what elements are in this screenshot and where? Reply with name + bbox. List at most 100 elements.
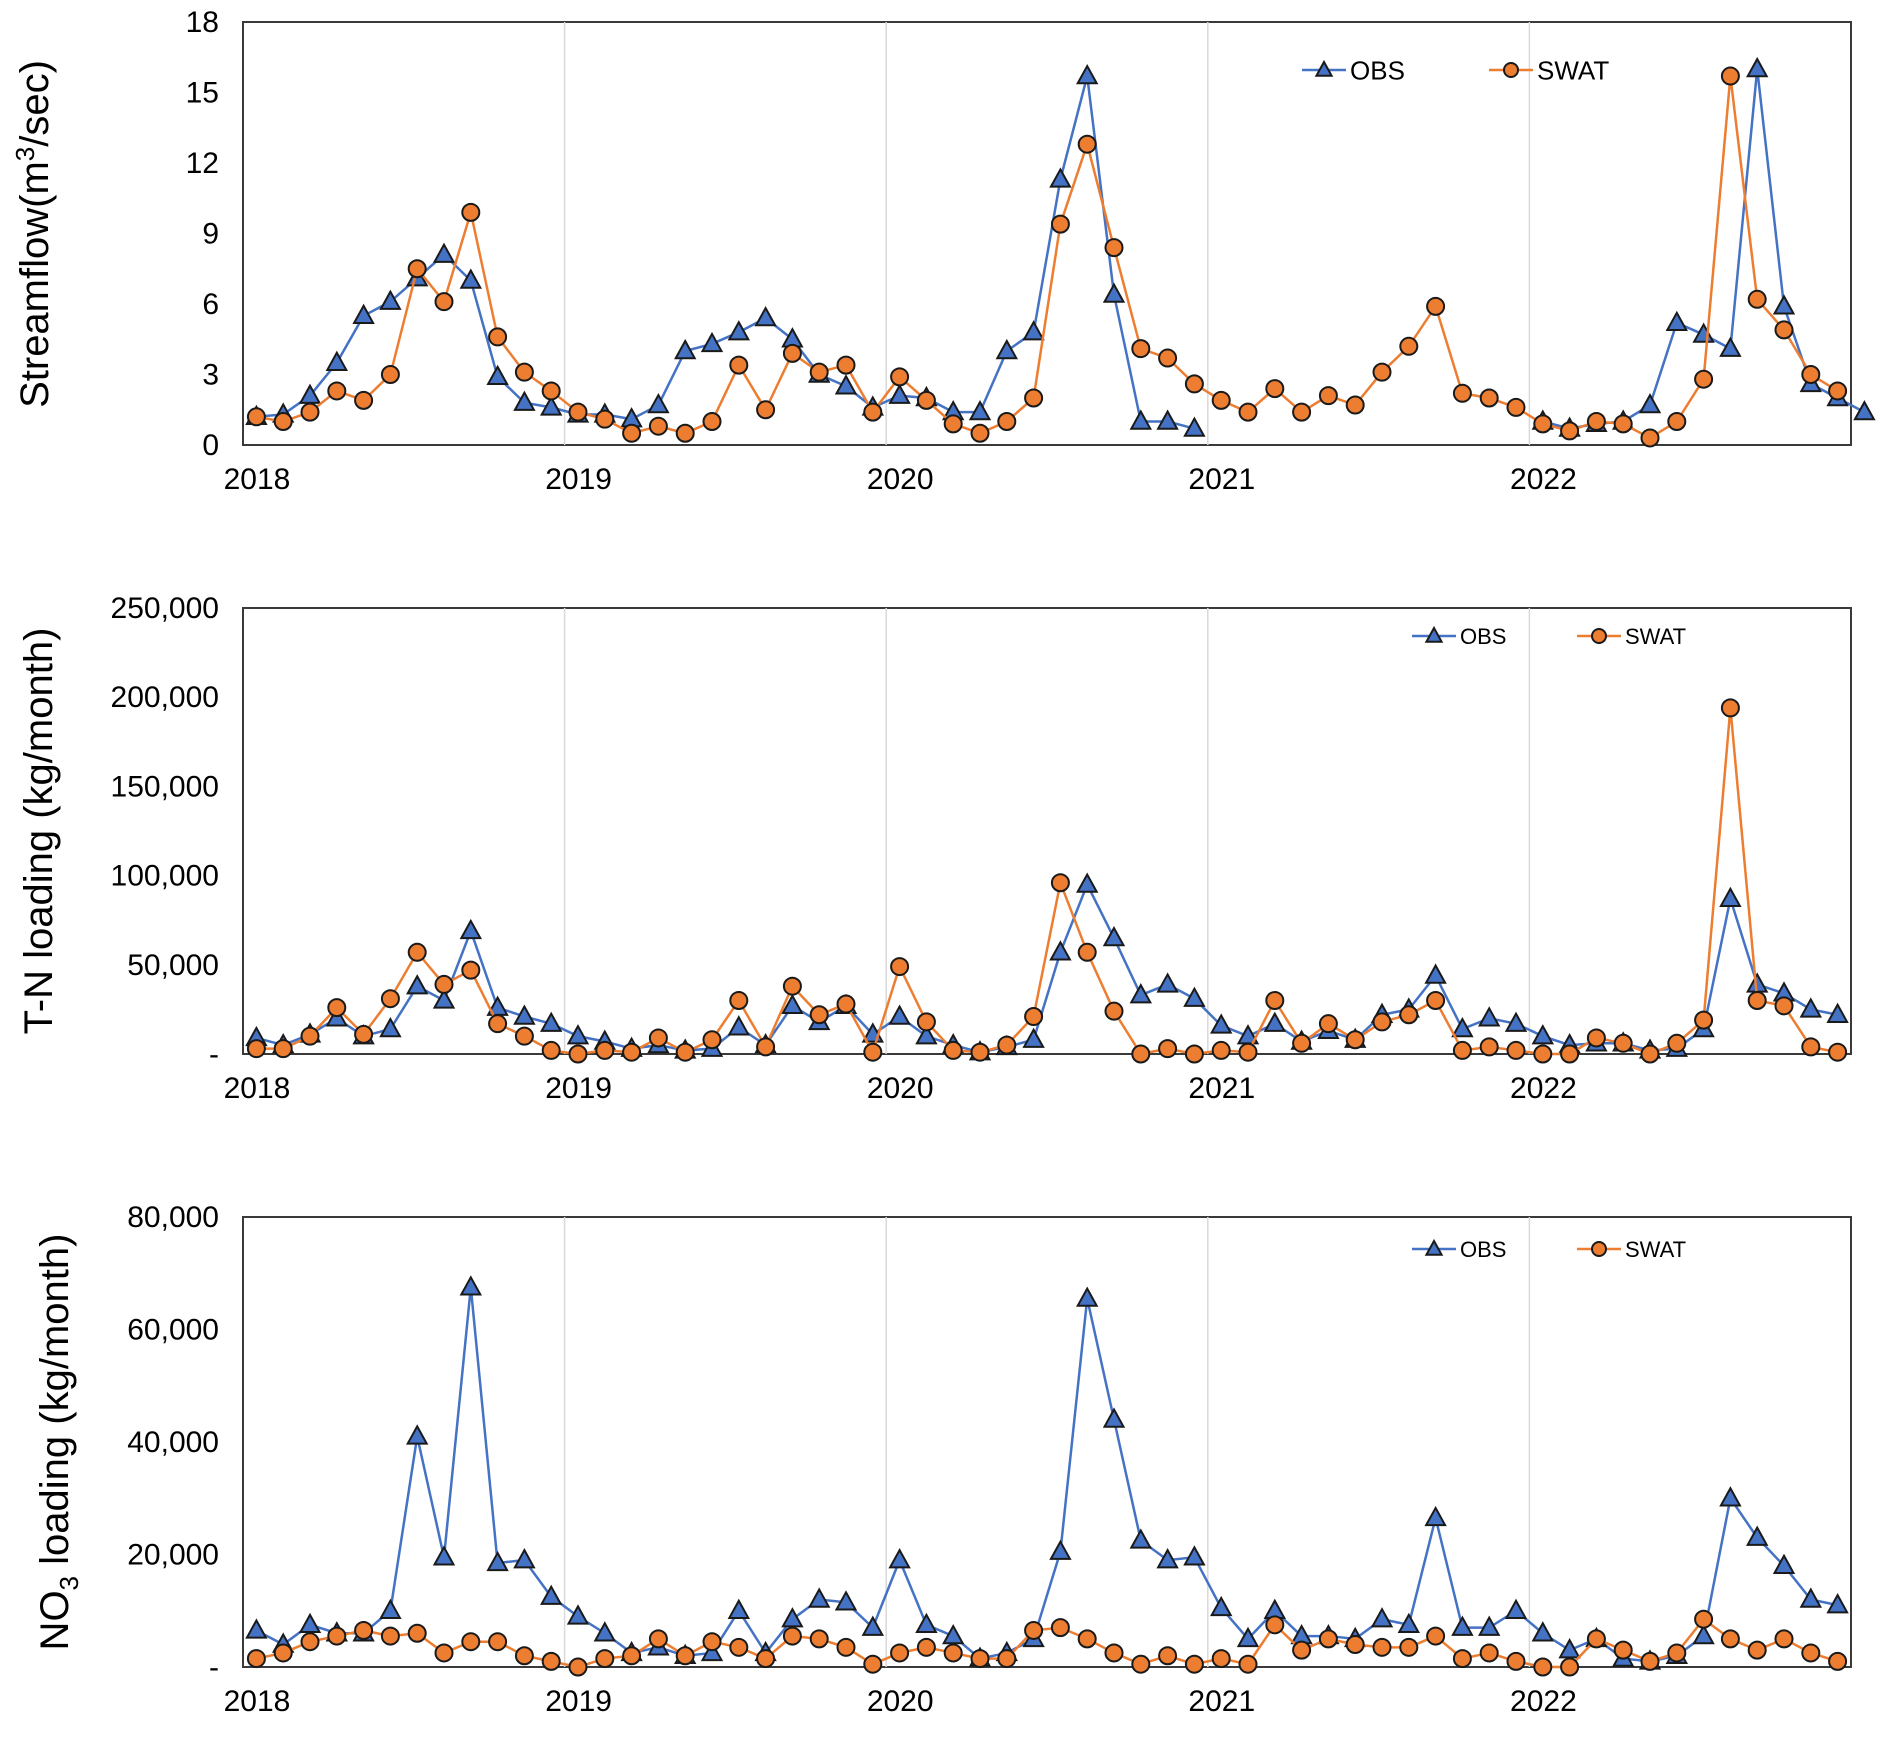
data-point-swat xyxy=(1265,990,1285,1010)
y-tick-label: 50,000 xyxy=(127,949,219,982)
data-point-swat xyxy=(488,1632,508,1652)
data-point-swat xyxy=(1292,402,1312,422)
y-tick-label: 0 xyxy=(202,429,219,462)
data-point-obs xyxy=(566,1604,590,1625)
data-point-obs xyxy=(540,1011,563,1032)
data-point-obs xyxy=(1826,1593,1849,1614)
data-point-swat xyxy=(702,1030,722,1050)
data-point-obs xyxy=(1665,310,1688,331)
data-point-swat xyxy=(1292,1033,1312,1053)
data-point-obs xyxy=(1183,986,1206,1007)
data-point-swat xyxy=(943,414,963,434)
data-point-obs xyxy=(968,400,992,421)
data-point-obs xyxy=(1826,1002,1849,1023)
legend: OBS SWAT xyxy=(1412,624,1686,649)
data-point-swat xyxy=(1372,1637,1392,1657)
data-point-swat xyxy=(246,1039,266,1059)
legend: OBS SWAT xyxy=(1412,1237,1686,1262)
data-point-swat xyxy=(756,400,776,420)
data-point-obs xyxy=(1504,1011,1528,1032)
data-point-swat xyxy=(1828,1651,1848,1671)
data-point-obs xyxy=(406,974,429,995)
data-point-obs xyxy=(834,1590,858,1611)
data-point-obs xyxy=(1424,963,1447,984)
data-point-obs xyxy=(1129,1528,1152,1549)
data-point-swat xyxy=(836,1637,856,1657)
legend-marker-swat xyxy=(1591,628,1607,644)
data-point-swat xyxy=(514,1646,534,1666)
data-point-swat xyxy=(1560,1044,1580,1064)
data-point-swat xyxy=(514,1026,534,1046)
data-point-obs xyxy=(1558,1638,1581,1659)
data-point-obs xyxy=(1853,400,1876,421)
data-point-swat xyxy=(541,381,561,401)
data-point-obs xyxy=(1156,409,1179,430)
data-point-obs xyxy=(1049,167,1072,188)
data-point-swat xyxy=(354,1024,374,1044)
data-point-obs xyxy=(781,1607,804,1628)
data-point-swat xyxy=(1828,1042,1848,1062)
data-point-swat xyxy=(1265,1615,1285,1635)
y-tick-label: 100,000 xyxy=(111,860,219,893)
data-point-swat xyxy=(1426,990,1446,1010)
data-point-swat xyxy=(916,1637,936,1657)
data-point-swat xyxy=(1747,289,1767,309)
data-point-obs xyxy=(834,374,858,395)
data-point-obs xyxy=(459,918,482,940)
data-point-obs xyxy=(888,383,911,404)
data-point-swat xyxy=(514,362,534,382)
data-point-swat xyxy=(1586,1629,1606,1649)
data-point-swat xyxy=(1211,1040,1231,1060)
data-point-swat xyxy=(1024,1620,1044,1640)
legend-marker-swat xyxy=(1503,62,1519,78)
series-swat xyxy=(246,698,1848,1064)
data-point-swat xyxy=(890,1643,910,1663)
data-point-swat xyxy=(1077,942,1097,962)
y-tick-label: 15 xyxy=(186,77,219,110)
data-point-swat xyxy=(1586,412,1606,431)
data-point-swat xyxy=(756,1037,776,1057)
legend-label-obs: OBS xyxy=(1460,1237,1506,1262)
data-point-obs xyxy=(1129,409,1152,430)
data-point-swat xyxy=(1640,1044,1660,1064)
data-point-swat xyxy=(300,402,320,422)
x-tick-label: 2022 xyxy=(1510,1072,1577,1105)
data-point-obs xyxy=(245,1618,268,1639)
data-point-swat xyxy=(622,423,642,443)
legend-label-obs: OBS xyxy=(1350,55,1405,85)
x-tick-label: 2019 xyxy=(545,1685,612,1718)
legend-label-obs: OBS xyxy=(1460,624,1506,649)
data-point-swat xyxy=(1211,390,1231,410)
data-point-obs xyxy=(379,1016,402,1038)
data-point-swat xyxy=(354,390,374,410)
data-point-swat xyxy=(1050,873,1070,893)
data-point-obs xyxy=(861,1615,884,1636)
data-point-swat xyxy=(434,292,454,312)
data-point-obs xyxy=(540,395,563,416)
data-point-obs xyxy=(566,1024,590,1045)
data-point-swat xyxy=(1613,414,1633,434)
no3-loading-chart: - 20,000 40,000 60,000 80,000 2018 2019 2020 202… xyxy=(0,1190,1890,1751)
data-point-swat xyxy=(568,1657,588,1677)
data-point-swat xyxy=(702,1632,722,1652)
data-point-obs xyxy=(1478,1006,1501,1027)
data-point-swat xyxy=(1801,1643,1821,1663)
data-point-swat xyxy=(1667,1643,1687,1663)
data-point-swat xyxy=(1131,339,1151,359)
data-point-swat xyxy=(327,1626,347,1646)
data-point-obs xyxy=(1156,1548,1179,1569)
data-point-swat xyxy=(1533,1044,1553,1064)
data-point-swat xyxy=(1720,66,1740,86)
x-tick-label: 2021 xyxy=(1188,1685,1255,1718)
data-point-obs xyxy=(1531,1024,1554,1045)
data-point-obs xyxy=(754,306,777,327)
data-point-swat xyxy=(1560,1657,1580,1677)
x-tick-label: 2020 xyxy=(867,1072,934,1105)
data-point-swat xyxy=(273,1643,293,1663)
data-point-swat xyxy=(1533,414,1553,434)
data-point-swat xyxy=(863,1654,883,1674)
x-tick-label: 2022 xyxy=(1510,1685,1577,1718)
y-tick-label: 6 xyxy=(202,288,219,321)
data-point-swat xyxy=(1318,1014,1338,1034)
data-point-obs xyxy=(1022,1027,1045,1048)
